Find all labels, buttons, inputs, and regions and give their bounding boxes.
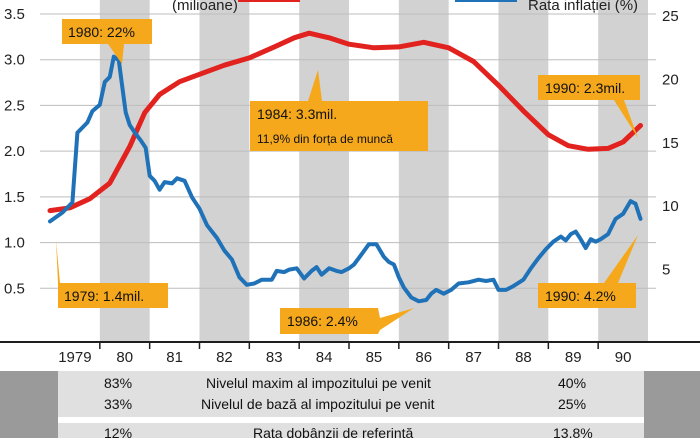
svg-text:83%: 83% xyxy=(104,375,132,391)
right-tick-label: 15 xyxy=(662,135,679,152)
table-row: 33% Nivelul de bază al impozitului pe ve… xyxy=(104,396,586,412)
x-tick-label: 82 xyxy=(216,349,233,366)
year-band xyxy=(299,0,349,342)
right-tick-label: 25 xyxy=(662,8,679,25)
table-row: 12% Rata dobânzii de referință 13.8% xyxy=(104,425,593,438)
left-tick-label: 2.5 xyxy=(4,97,25,114)
x-tick-label: 81 xyxy=(166,349,183,366)
series-line-unemployment xyxy=(47,30,643,214)
year-band xyxy=(398,0,449,342)
annotation-1984-unemployment: 1984: 3.3mil. 11,9% din forța de muncă xyxy=(250,70,428,151)
table-background xyxy=(58,371,644,438)
svg-text:40%: 40% xyxy=(558,375,586,391)
svg-text:Nivelul de bază al impozitului: Nivelul de bază al impozitului pe venit xyxy=(201,396,435,412)
left-tick-label: 3.0 xyxy=(4,52,25,69)
svg-text:Rata dobânzii de referință: Rata dobânzii de referință xyxy=(253,425,414,438)
svg-text:13.8%: 13.8% xyxy=(553,425,593,438)
annotation-1979-unemployment: 1979: 1.4mil. xyxy=(56,240,168,308)
left-axis-label: (milioane) xyxy=(172,0,238,14)
x-tick-label: 90 xyxy=(615,349,632,366)
svg-text:1979: 1.4mil.: 1979: 1.4mil. xyxy=(64,288,144,304)
svg-text:1990: 4.2%: 1990: 4.2% xyxy=(545,288,616,304)
right-axis-ticks: 5 10 15 20 25 xyxy=(662,8,679,279)
svg-text:1984: 3.3mil.: 1984: 3.3mil. xyxy=(257,106,337,122)
legend-swatch-inflation xyxy=(455,0,517,2)
left-tick-label: 1.0 xyxy=(4,235,25,252)
table-row: 83% Nivelul maxim al impozitului pe veni… xyxy=(104,375,586,391)
right-axis-label: Rata inflației (%) xyxy=(528,0,638,14)
svg-text:25%: 25% xyxy=(558,396,586,412)
svg-text:12%: 12% xyxy=(104,425,132,438)
x-tick-label: 87 xyxy=(465,349,482,366)
year-bands xyxy=(99,0,648,342)
series-line-inflation xyxy=(48,54,643,304)
legend-swatch-unemployment xyxy=(238,0,300,2)
left-tick-label: 1.5 xyxy=(4,189,25,206)
x-axis-ticks: 1979 80 81 82 83 84 85 86 87 88 89 90 xyxy=(58,342,631,366)
table-side-right xyxy=(644,371,700,438)
right-tick-label: 10 xyxy=(662,198,679,215)
table-side-left xyxy=(0,371,58,438)
annotation-1980-inflation: 1980: 22% xyxy=(62,19,152,64)
svg-text:1980: 22%: 1980: 22% xyxy=(68,24,135,40)
svg-text:33%: 33% xyxy=(104,396,132,412)
left-axis-ticks: 0.5 1.0 1.5 2.0 2.5 3.0 3.5 xyxy=(4,6,25,297)
x-tick-label: 80 xyxy=(116,349,133,366)
svg-text:1990: 2.3mil.: 1990: 2.3mil. xyxy=(545,80,625,96)
right-tick-label: 20 xyxy=(662,71,679,88)
svg-text:11,9% din forța de muncă: 11,9% din forța de muncă xyxy=(257,132,393,146)
annotation-1990-unemployment: 1990: 2.3mil. xyxy=(538,75,640,138)
right-tick-label: 5 xyxy=(662,262,670,279)
x-tick-label: 86 xyxy=(415,349,432,366)
x-tick-label: 1979 xyxy=(58,349,91,366)
x-tick-label: 89 xyxy=(565,349,582,366)
left-tick-label: 3.5 xyxy=(4,6,25,23)
x-tick-label: 85 xyxy=(366,349,383,366)
annotation-1990-inflation: 1990: 4.2% xyxy=(538,235,638,308)
left-tick-label: 2.0 xyxy=(4,143,25,160)
year-band xyxy=(199,0,250,342)
x-tick-label: 83 xyxy=(266,349,283,366)
left-tick-label: 0.5 xyxy=(4,280,25,297)
x-tick-label: 84 xyxy=(316,349,333,366)
x-tick-label: 88 xyxy=(515,349,532,366)
tax-rates-table: 83% Nivelul maxim al impozitului pe veni… xyxy=(0,371,700,438)
annotation-1986-inflation: 1986: 2.4% xyxy=(280,308,414,334)
svg-text:1986: 2.4%: 1986: 2.4% xyxy=(287,313,358,329)
svg-text:Nivelul maxim al impozitului p: Nivelul maxim al impozitului pe venit xyxy=(206,375,431,391)
